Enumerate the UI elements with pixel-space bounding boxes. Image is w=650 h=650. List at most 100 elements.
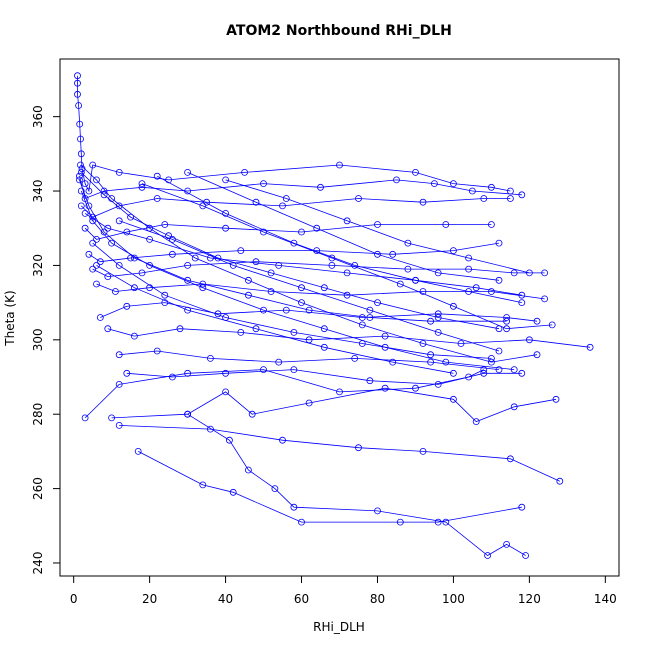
- data-point: [506, 187, 514, 195]
- data-point: [244, 291, 252, 299]
- data-point: [328, 254, 336, 262]
- series-line: [107, 328, 591, 348]
- data-point: [93, 235, 100, 243]
- data-point: [184, 168, 192, 176]
- data-point: [252, 325, 260, 333]
- data-point: [108, 414, 115, 422]
- data-point: [518, 191, 526, 199]
- series-14: [115, 421, 564, 485]
- data-point: [225, 436, 233, 444]
- data-point: [115, 168, 123, 176]
- data-point: [503, 317, 511, 325]
- data-point: [434, 310, 442, 318]
- data-point: [199, 284, 207, 292]
- data-point: [472, 284, 480, 292]
- series-line: [77, 75, 511, 193]
- data-point: [260, 180, 267, 188]
- data-point: [449, 302, 457, 310]
- data-point: [396, 280, 404, 288]
- data-point: [404, 239, 412, 247]
- data-point: [93, 261, 100, 269]
- data-point: [74, 79, 81, 87]
- data-point: [434, 518, 442, 526]
- series-line: [111, 387, 557, 423]
- data-point: [115, 380, 123, 388]
- data-point: [176, 325, 184, 333]
- data-point: [127, 213, 135, 221]
- data-point: [115, 261, 123, 269]
- data-point: [381, 384, 389, 392]
- data-point: [168, 250, 176, 258]
- data-point: [252, 258, 260, 266]
- data-point: [237, 328, 245, 336]
- data-point: [472, 418, 480, 426]
- data-point: [203, 198, 211, 206]
- data-point: [85, 202, 93, 210]
- data-point: [548, 321, 556, 329]
- data-point: [244, 466, 252, 474]
- data-point: [412, 384, 419, 392]
- data-point: [89, 217, 97, 225]
- data-point: [165, 176, 173, 184]
- data-point: [434, 269, 442, 277]
- series-line: [187, 172, 500, 281]
- data-point: [222, 369, 230, 377]
- data-point: [487, 183, 495, 191]
- data-point: [153, 195, 161, 202]
- data-point: [427, 351, 435, 359]
- data-point: [305, 306, 313, 314]
- data-point: [81, 414, 89, 422]
- series-line: [88, 242, 500, 263]
- data-point: [389, 250, 397, 258]
- data-point: [130, 254, 138, 262]
- data-point: [222, 176, 230, 184]
- data-point: [184, 369, 192, 377]
- data-point: [480, 195, 488, 202]
- data-point: [134, 447, 142, 455]
- series-11: [123, 366, 526, 388]
- data-point: [112, 288, 119, 295]
- data-point: [115, 421, 123, 429]
- data-point: [104, 273, 112, 281]
- data-point: [381, 343, 389, 351]
- data-point: [480, 369, 488, 377]
- data-point: [81, 209, 89, 217]
- data-point: [298, 284, 305, 292]
- series-1: [74, 72, 514, 195]
- data-point: [76, 120, 84, 128]
- data-point: [123, 369, 131, 377]
- data-point: [510, 403, 518, 411]
- data-point: [358, 340, 366, 347]
- series-10: [115, 347, 503, 374]
- data-point: [161, 291, 169, 299]
- data-point: [374, 507, 381, 515]
- data-point: [89, 265, 97, 273]
- data-point: [518, 503, 526, 511]
- data-point: [77, 202, 85, 210]
- data-point: [503, 325, 511, 333]
- series-8: [96, 299, 541, 325]
- data-point: [275, 261, 283, 269]
- series-9: [104, 325, 594, 351]
- data-point: [305, 399, 313, 407]
- y-tick-label: 260: [31, 477, 45, 500]
- data-point: [393, 176, 400, 184]
- chart-title: ATOM2 Northbound RHi_DLH: [226, 23, 452, 39]
- series-line: [84, 369, 484, 419]
- data-point: [153, 347, 161, 355]
- series-16: [184, 410, 529, 559]
- data-point: [229, 261, 237, 269]
- data-point: [556, 477, 564, 485]
- x-tick-label: 40: [218, 592, 233, 606]
- data-point: [282, 306, 290, 314]
- data-point: [241, 168, 249, 176]
- data-point: [457, 340, 465, 347]
- series-line: [81, 198, 511, 218]
- series-line: [80, 190, 515, 370]
- data-point: [427, 317, 435, 325]
- data-point: [108, 239, 115, 247]
- x-tick-label: 60: [294, 592, 309, 606]
- data-point: [313, 224, 321, 232]
- data-point: [343, 269, 351, 277]
- data-point: [77, 150, 85, 158]
